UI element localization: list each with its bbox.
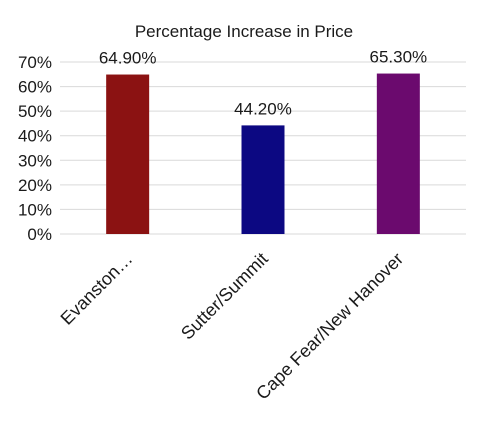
y-axis: 0% 10% 20% 30% 40% 50% 60% 70% [18, 53, 52, 244]
y-tick-label: 0% [27, 225, 52, 244]
y-tick-label: 70% [18, 53, 52, 72]
y-tick-label: 40% [18, 127, 52, 146]
chart-title: Percentage Increase in Price [135, 22, 353, 41]
data-label: 65.30% [369, 48, 427, 67]
y-tick-label: 60% [18, 78, 52, 97]
data-labels: 64.90% 44.20% 65.30% [99, 48, 427, 119]
x-tick-label: Evanston… [57, 249, 137, 329]
data-label: 44.20% [234, 99, 292, 118]
y-tick-label: 30% [18, 151, 52, 170]
bar [241, 125, 285, 234]
y-tick-label: 20% [18, 176, 52, 195]
data-label: 64.90% [99, 49, 157, 68]
x-tick-label: Sutter/Summit [177, 249, 272, 344]
y-tick-label: 10% [18, 200, 52, 219]
bar [376, 73, 420, 234]
x-tick-label: Cape Fear/New Hanover [252, 249, 407, 404]
y-tick-label: 50% [18, 102, 52, 121]
bars [106, 73, 420, 234]
bar [106, 74, 150, 234]
